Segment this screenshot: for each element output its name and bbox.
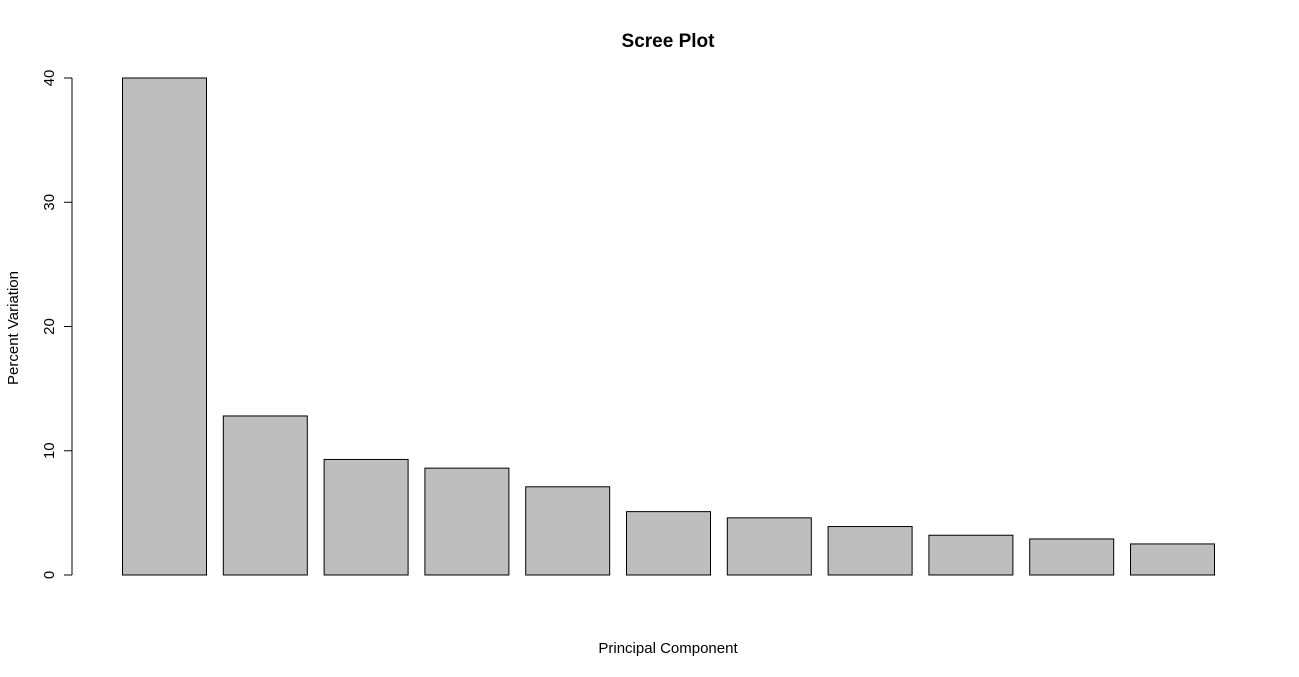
bar-pc10 (1029, 538, 1115, 576)
y-tick-label: 40 (41, 70, 58, 87)
bar-pc8 (827, 526, 913, 576)
bar-pc9 (928, 534, 1014, 576)
bar-pc2 (222, 415, 308, 576)
y-axis-label: Percent Variation (5, 271, 22, 385)
bar-pc6 (626, 511, 711, 576)
y-axis: 0 10 20 30 40 (41, 70, 73, 579)
bar-pc7 (726, 517, 812, 576)
bar-pc1 (122, 77, 207, 576)
x-axis-label: Principal Component (598, 640, 738, 657)
y-tick-label: 30 (41, 194, 58, 211)
bar-pc3 (323, 458, 409, 576)
chart-title: Scree Plot (622, 31, 716, 52)
bar-pc11 (1130, 543, 1215, 576)
y-tick-label: 10 (41, 442, 58, 459)
bar-pc5 (525, 486, 611, 576)
y-tick-label: 0 (41, 571, 58, 579)
bar-pc4 (424, 467, 510, 576)
y-axis-ticks: 0 10 20 30 40 (41, 70, 72, 579)
y-tick-label: 20 (41, 318, 58, 335)
bar-series (122, 77, 1215, 576)
